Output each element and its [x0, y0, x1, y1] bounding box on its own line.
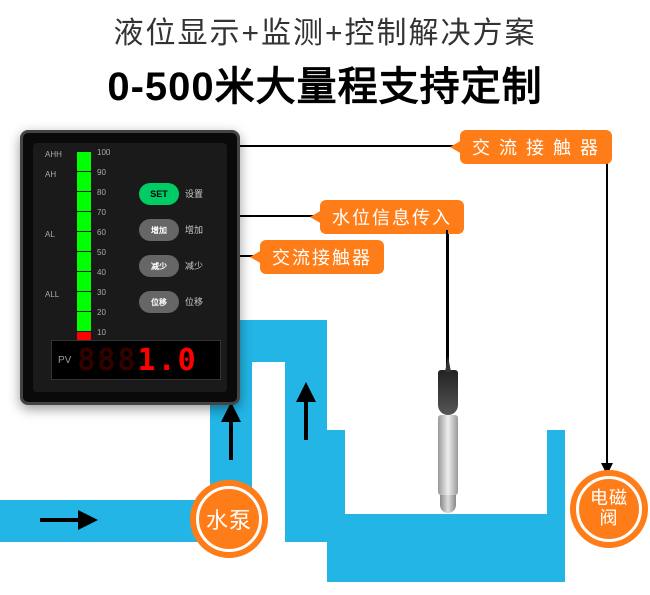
badge-contactor-mid: 交流接触器: [260, 240, 384, 274]
lbl-btn-shift: 位移: [185, 295, 203, 308]
btn-shift[interactable]: 位移: [139, 291, 179, 313]
alarm-labels: AHH AH AL ALL: [45, 151, 62, 311]
sensor-body: [438, 415, 458, 495]
seg: [77, 212, 91, 231]
flow-stem-1: [40, 518, 80, 522]
lbl-ahh: AHH: [45, 151, 62, 171]
flow-stem-2: [229, 420, 233, 460]
sensor-cable: [446, 230, 448, 370]
conn-signal-h: [240, 215, 320, 217]
valve-l2: 阀: [600, 509, 619, 529]
bargraph: [77, 151, 91, 351]
meter-buttons: SET 增加 减少 位移 设置 增加 减少 位移: [139, 183, 209, 327]
level-sensor: [438, 370, 458, 520]
scale-numbers: 1009080706050403020100: [97, 148, 110, 368]
lbl-ah: AH: [45, 171, 62, 191]
lbl-all: ALL: [45, 291, 62, 311]
page-title: 液位显示+监测+控制解决方案: [0, 0, 650, 52]
seg: [77, 272, 91, 291]
pipe-inlet: [0, 500, 210, 542]
badge-signal-in: 水位信息传入: [320, 200, 464, 234]
digits-dim: 888: [77, 343, 137, 378]
level-meter: AHH AH AL ALL 100908070605040302: [20, 130, 240, 405]
valve-l1: 电磁: [590, 489, 628, 509]
meter-face: AHH AH AL ALL 100908070605040302: [33, 143, 227, 392]
conn-top-v: [606, 145, 608, 465]
conn-top-h1: [240, 145, 460, 147]
valve-label: 电磁 阀: [576, 476, 642, 542]
pv-label: PV: [58, 355, 71, 366]
digital-display: PV 8881.0: [51, 340, 221, 380]
btn-dec[interactable]: 减少: [139, 255, 179, 277]
lbl-al: AL: [45, 231, 62, 251]
flow-arrow-up1: [221, 402, 241, 422]
btn-set[interactable]: SET: [139, 183, 179, 205]
lbl-btn-dec: 减少: [185, 259, 203, 272]
sensor-tip: [438, 370, 458, 415]
seg: [77, 292, 91, 311]
seg: [77, 192, 91, 211]
tank-water: [345, 514, 547, 564]
seg: [77, 252, 91, 271]
flow-stem-3: [304, 400, 308, 440]
pump-circle: 水泵: [190, 480, 268, 558]
seg: [77, 152, 91, 171]
btn-inc[interactable]: 增加: [139, 219, 179, 241]
flow-arrow-inlet: [78, 510, 98, 530]
digits-lit: 1.0: [138, 343, 198, 378]
flow-arrow-up2: [296, 382, 316, 402]
lbl-btn-inc: 增加: [185, 223, 203, 236]
seg: [77, 232, 91, 251]
pump-label: 水泵: [196, 486, 262, 552]
seg: [77, 172, 91, 191]
page-subtitle: 0-500米大量程支持定制: [0, 54, 650, 112]
valve-circle: 电磁 阀: [570, 470, 648, 548]
badge-contactor-top: 交 流 接 触 器: [460, 130, 612, 164]
seg: [77, 312, 91, 331]
meter-scale: AHH AH AL ALL 100908070605040302: [45, 151, 105, 351]
lbl-btn-set: 设置: [185, 187, 203, 200]
